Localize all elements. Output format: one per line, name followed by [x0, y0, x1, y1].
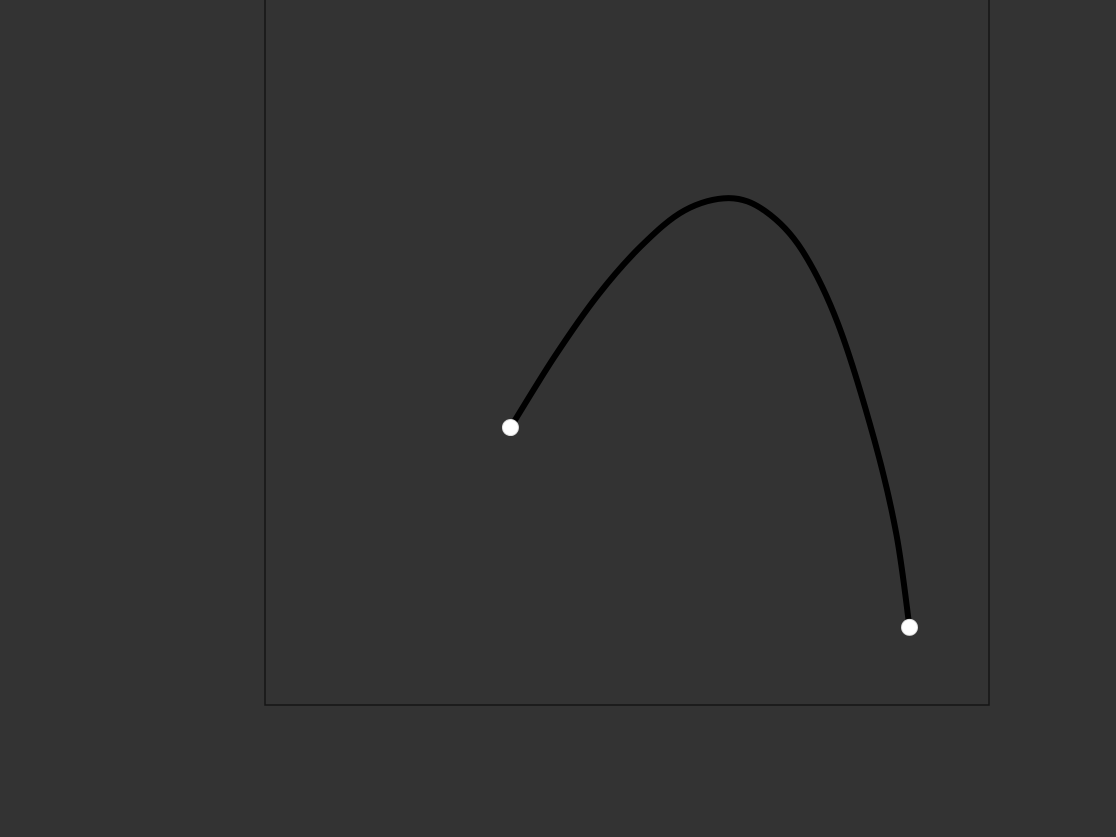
data-point-marker [901, 618, 919, 636]
data-point-marker [501, 419, 519, 437]
series-group [501, 195, 919, 636]
plot-area [264, 0, 990, 706]
series-line [507, 195, 913, 631]
